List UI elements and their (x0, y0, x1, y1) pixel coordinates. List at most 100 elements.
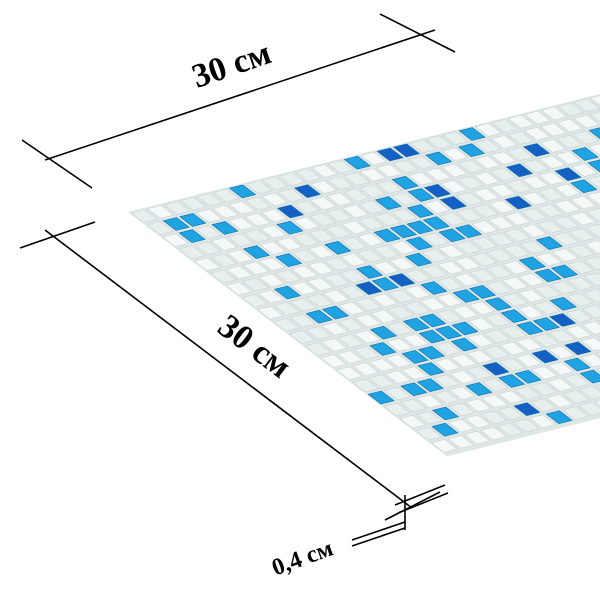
tile (415, 410, 443, 425)
tile (354, 313, 382, 328)
tile (228, 184, 257, 199)
tile (569, 211, 597, 226)
tile (491, 118, 519, 133)
tile (540, 106, 568, 121)
tile (323, 257, 351, 271)
tile (243, 229, 271, 243)
tile (513, 386, 542, 400)
tile (323, 273, 351, 288)
tile (572, 114, 600, 129)
tile (392, 159, 420, 174)
tile (310, 164, 339, 178)
tile (370, 309, 398, 324)
tile (457, 159, 485, 174)
tile (273, 285, 302, 300)
top-dimension (21, 13, 456, 189)
tile (471, 204, 500, 218)
tile (324, 224, 353, 239)
tile (454, 224, 483, 239)
tile (417, 362, 445, 376)
tile (512, 418, 540, 433)
tile (289, 297, 317, 312)
tile (369, 325, 398, 340)
tile (473, 155, 501, 170)
tile (163, 200, 191, 215)
tile (553, 199, 581, 214)
tile (242, 245, 271, 259)
leader (351, 527, 406, 547)
tile (209, 269, 237, 284)
tile (488, 199, 516, 214)
tile (564, 341, 592, 356)
tile (474, 123, 503, 137)
tile (546, 377, 574, 392)
tile (438, 228, 466, 243)
tile (375, 180, 403, 194)
tile (450, 337, 478, 352)
tile (519, 240, 547, 255)
extension-tick (21, 139, 93, 189)
tile (456, 191, 484, 206)
tile (456, 175, 484, 190)
tile (566, 292, 594, 307)
tile (341, 204, 370, 219)
tile (441, 147, 469, 162)
tile (504, 195, 532, 210)
tile (342, 188, 370, 202)
tile (513, 402, 541, 417)
tile (351, 378, 379, 393)
tile (550, 280, 578, 295)
tile (419, 313, 447, 328)
tile (466, 349, 494, 364)
tile (422, 232, 450, 247)
tile (549, 313, 577, 327)
tile (421, 248, 449, 263)
tile (468, 301, 496, 315)
tile (368, 374, 396, 389)
tile (553, 183, 582, 198)
tile (324, 240, 352, 255)
tile (555, 134, 583, 149)
tile (580, 353, 600, 368)
tile (535, 236, 563, 250)
tile (484, 313, 512, 328)
tile (391, 175, 419, 190)
tile (326, 176, 354, 190)
tile (433, 358, 461, 372)
tile (431, 406, 460, 421)
tile (579, 369, 600, 384)
tile (424, 167, 452, 182)
tile (292, 216, 320, 231)
tile (178, 229, 206, 243)
tile (507, 131, 535, 145)
tile (352, 362, 380, 377)
tile (407, 188, 435, 202)
tile (571, 147, 599, 161)
tile (408, 155, 436, 170)
tile (423, 200, 451, 214)
tile (408, 171, 436, 186)
tile (388, 273, 416, 287)
tile (554, 167, 582, 182)
leader (351, 521, 406, 541)
thickness-label: 0,4 см (269, 535, 337, 581)
tile (259, 224, 288, 239)
tile (505, 179, 533, 194)
tile (227, 233, 255, 247)
tile (535, 252, 563, 267)
tile (335, 366, 364, 381)
tile (405, 252, 433, 267)
tile (585, 207, 600, 222)
tile (449, 370, 477, 384)
tile (402, 333, 430, 348)
left-dimension (19, 221, 441, 521)
tile (453, 256, 481, 271)
tile (467, 317, 495, 332)
tile (399, 414, 427, 429)
tile (211, 204, 240, 219)
tile (310, 180, 338, 194)
tile (304, 326, 333, 340)
tile (386, 305, 415, 320)
tile (484, 297, 512, 311)
tile (389, 224, 418, 239)
